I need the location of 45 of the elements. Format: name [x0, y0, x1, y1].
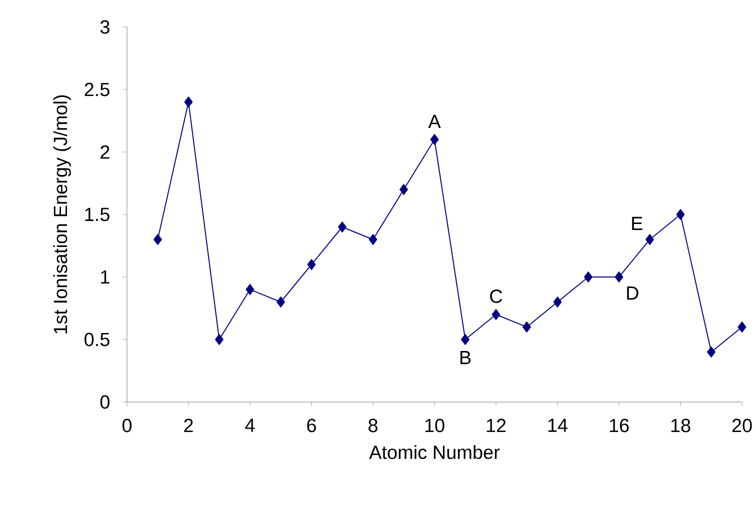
- point: [430, 134, 439, 145]
- y-tick-label: 1.5: [85, 208, 110, 222]
- x-tick-label: 8: [368, 418, 378, 432]
- point: [553, 296, 562, 308]
- annotation: B: [460, 351, 471, 364]
- point: [400, 184, 408, 195]
- x-tick-label: 2: [184, 418, 193, 432]
- x-tick-label: 10: [425, 418, 444, 432]
- x-tick-label: 0: [122, 418, 132, 432]
- point: [215, 334, 224, 345]
- x-tick-label: 12: [486, 418, 506, 432]
- x-tick-label: 14: [548, 418, 568, 432]
- annotation: E: [632, 216, 642, 230]
- point: [276, 296, 286, 308]
- point: [338, 222, 347, 232]
- point: [368, 234, 378, 245]
- y-tick-label: 2: [100, 145, 110, 159]
- point: [184, 96, 193, 108]
- point: [461, 334, 470, 345]
- x-tick-label: 18: [671, 418, 690, 432]
- y-tick-label: 0.5: [84, 332, 110, 346]
- point: [307, 259, 316, 270]
- point: [584, 272, 593, 282]
- annotation: D: [627, 286, 638, 300]
- point: [646, 234, 654, 245]
- y-axis-title: 1st Ionisation Energy (J/mol): [53, 95, 71, 334]
- annotation: A: [428, 114, 441, 128]
- x-axis-title: Atomic Number: [369, 445, 500, 460]
- x-tick-label: 20: [732, 418, 752, 432]
- y-tick-label: 0: [100, 395, 110, 409]
- point: [154, 234, 162, 245]
- y-tick-label: 3: [100, 20, 110, 34]
- point: [246, 284, 254, 295]
- x-tick-label: 4: [245, 418, 255, 432]
- point: [676, 208, 685, 220]
- point: [707, 346, 716, 358]
- point: [522, 322, 532, 332]
- y-tick-label: 2.5: [84, 82, 110, 96]
- point: [738, 322, 746, 332]
- point: [492, 309, 500, 320]
- annotation: C: [490, 290, 502, 303]
- x-tick-label: 6: [307, 418, 316, 432]
- y-tick-label: 1: [101, 270, 110, 284]
- point: [614, 272, 624, 282]
- x-tick-label: 16: [610, 418, 629, 432]
